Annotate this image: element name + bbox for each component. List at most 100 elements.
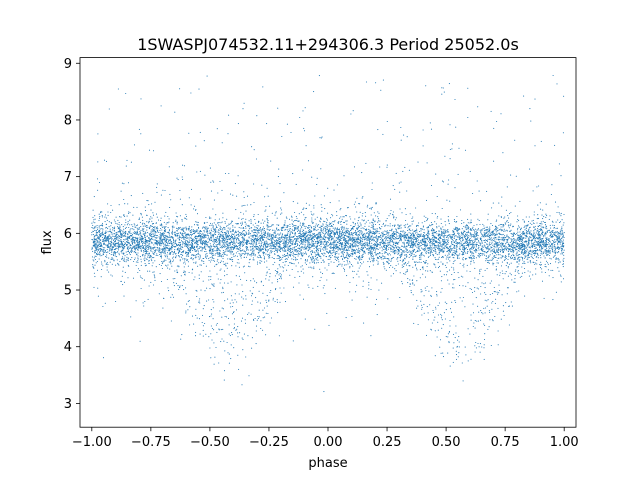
data-point <box>129 248 131 250</box>
data-point <box>132 247 134 249</box>
data-point <box>242 218 244 220</box>
data-point <box>321 243 323 245</box>
data-point <box>345 264 347 266</box>
data-point <box>267 195 269 197</box>
data-point <box>405 271 407 273</box>
data-point <box>216 238 218 240</box>
data-point <box>94 251 97 253</box>
data-point <box>423 312 425 314</box>
data-point <box>518 253 520 256</box>
data-point <box>467 237 469 239</box>
data-point <box>291 243 293 245</box>
data-point <box>260 243 262 245</box>
data-point <box>289 225 291 228</box>
data-point <box>265 209 267 211</box>
data-point <box>374 228 376 230</box>
data-point <box>384 250 386 252</box>
data-point <box>197 230 199 232</box>
data-point <box>233 237 235 239</box>
data-point <box>111 251 113 253</box>
data-point <box>400 252 402 254</box>
data-point <box>112 235 114 237</box>
data-point <box>372 231 374 233</box>
data-point <box>464 346 466 348</box>
data-point <box>307 245 309 247</box>
data-point <box>289 251 291 253</box>
data-point <box>480 200 482 202</box>
data-point <box>150 258 152 260</box>
data-point <box>508 217 510 219</box>
data-point <box>228 333 230 335</box>
data-point <box>160 194 162 196</box>
data-point <box>125 261 127 263</box>
data-point <box>203 237 205 239</box>
data-point <box>110 230 112 232</box>
data-point <box>514 205 516 207</box>
data-point <box>289 232 291 234</box>
data-point <box>162 234 164 236</box>
data-point <box>259 228 261 230</box>
data-point <box>235 309 238 311</box>
data-point <box>227 133 229 135</box>
data-point <box>112 209 114 211</box>
data-point <box>388 266 391 269</box>
data-point <box>297 235 300 237</box>
data-point <box>278 277 280 280</box>
data-point <box>453 252 456 254</box>
data-point <box>234 293 236 295</box>
data-point <box>442 262 444 264</box>
data-point <box>222 229 224 231</box>
data-point <box>361 172 363 174</box>
data-point <box>159 237 161 239</box>
data-point <box>187 265 189 267</box>
data-point <box>286 239 288 241</box>
data-point <box>157 229 159 231</box>
data-point <box>477 279 479 281</box>
data-point <box>134 230 136 233</box>
data-point <box>430 249 432 251</box>
data-point <box>140 98 142 100</box>
data-point <box>416 234 418 236</box>
data-point <box>265 250 267 252</box>
data-point <box>400 235 402 237</box>
data-point <box>101 236 103 238</box>
data-point <box>410 250 412 252</box>
data-point <box>504 245 506 247</box>
data-point <box>257 315 259 318</box>
data-point <box>188 241 190 243</box>
data-point <box>168 245 170 247</box>
data-point <box>412 241 414 243</box>
data-point <box>395 228 397 230</box>
data-point <box>474 277 476 279</box>
data-point <box>502 242 504 244</box>
data-point <box>181 232 183 234</box>
data-point <box>333 261 335 263</box>
data-point <box>364 241 366 243</box>
data-point <box>530 255 532 257</box>
data-point <box>359 244 361 246</box>
data-point <box>127 222 129 224</box>
data-point <box>305 252 307 254</box>
data-point <box>100 242 102 244</box>
data-point <box>346 223 348 225</box>
data-point <box>386 257 388 260</box>
data-point <box>208 279 210 281</box>
data-point <box>279 250 281 252</box>
data-point <box>229 302 231 304</box>
data-point <box>427 232 429 234</box>
data-point <box>494 240 496 242</box>
data-point <box>526 225 528 227</box>
data-point <box>370 214 372 216</box>
data-point <box>226 274 228 276</box>
data-point <box>165 211 167 213</box>
data-point <box>333 272 335 275</box>
data-point <box>430 329 433 331</box>
data-point <box>204 244 206 246</box>
data-point <box>449 245 452 247</box>
data-point <box>408 251 410 253</box>
data-point <box>559 274 562 276</box>
data-point <box>191 226 193 228</box>
data-point <box>338 245 340 247</box>
data-point <box>500 216 502 218</box>
data-point <box>368 244 370 246</box>
